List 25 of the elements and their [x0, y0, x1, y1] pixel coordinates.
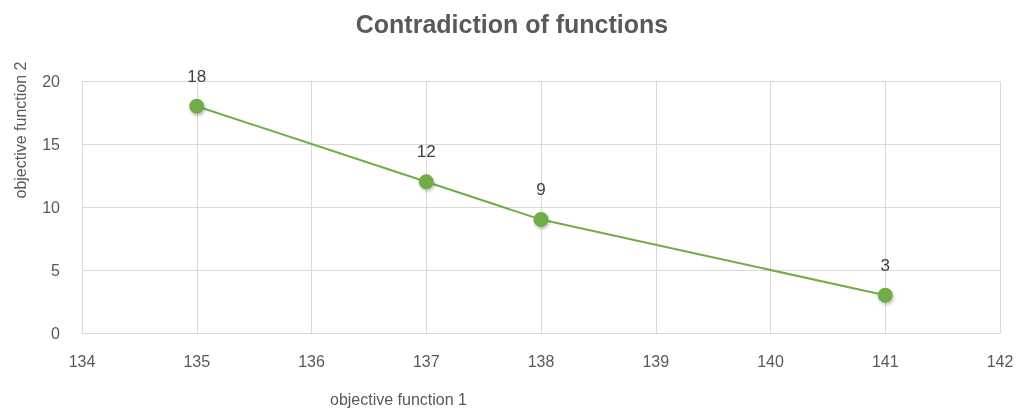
- x-tick-label: 142: [986, 352, 1014, 370]
- data-label: 9: [536, 180, 546, 200]
- point: [533, 212, 549, 228]
- data-label: 12: [416, 142, 436, 162]
- point: [877, 287, 893, 303]
- x-tick-label: 136: [298, 352, 325, 370]
- x-tick-label: 139: [642, 352, 670, 370]
- x-tick-label: 135: [183, 352, 211, 370]
- y-tick-label: 5: [51, 261, 61, 279]
- data-label: 3: [880, 255, 890, 275]
- y-tick-label: 10: [42, 198, 61, 216]
- y-tick-label: 15: [42, 135, 61, 153]
- x-axis-title: objective function 1: [330, 390, 468, 408]
- y-tick-label: 0: [51, 324, 61, 342]
- y-axis-title: objective function 2: [11, 61, 29, 199]
- point: [418, 174, 434, 190]
- chart-title: Contradiction of functions: [355, 9, 669, 38]
- x-tick-label: 138: [527, 352, 555, 370]
- y-tick-label: 20: [42, 72, 61, 90]
- x-tick-label: 134: [68, 352, 96, 370]
- x-tick-label: 137: [412, 352, 440, 370]
- x-tick-label: 140: [757, 352, 784, 370]
- x-tick-label: 141: [871, 352, 899, 370]
- point: [189, 98, 205, 114]
- data-label: 18: [187, 66, 207, 86]
